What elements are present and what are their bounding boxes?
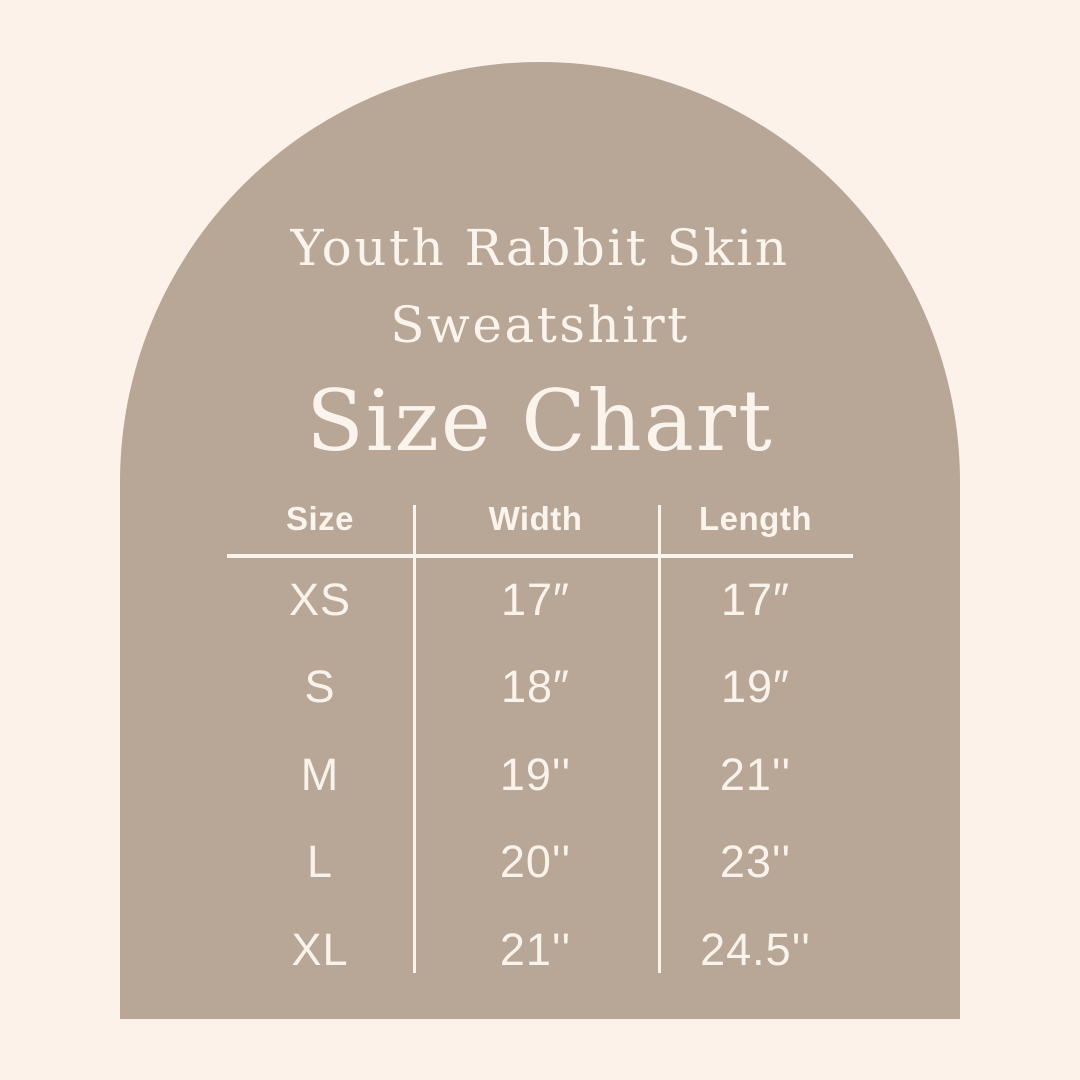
length-cell: 21'' bbox=[719, 749, 792, 800]
product-title: Youth Rabbit Skin Sweatshirt bbox=[0, 210, 1080, 364]
table-row: L 20'' 23'' bbox=[227, 834, 853, 890]
length-cell: 19″ bbox=[721, 661, 790, 712]
length-cell: 24.5'' bbox=[700, 924, 811, 975]
arch-panel bbox=[120, 62, 960, 1019]
size-cell: S bbox=[304, 661, 336, 712]
table-row: S 18″ 19″ bbox=[227, 659, 853, 715]
table-row: M 19'' 21'' bbox=[227, 747, 853, 803]
size-chart-heading: Size Chart bbox=[306, 372, 774, 470]
table-header-length: Length bbox=[699, 500, 812, 537]
width-cell: 19'' bbox=[499, 749, 572, 800]
column-divider-1 bbox=[413, 505, 416, 973]
size-cell: XS bbox=[288, 574, 352, 625]
width-cell: 17″ bbox=[501, 574, 570, 625]
product-title-line2: Sweatshirt bbox=[390, 296, 690, 354]
size-cell: XL bbox=[291, 924, 349, 975]
length-cell: 17″ bbox=[721, 574, 790, 625]
table-row: XL 21'' 24.5'' bbox=[227, 922, 853, 978]
table-row: XS 17″ 17″ bbox=[227, 572, 853, 628]
header-divider-line bbox=[227, 554, 853, 558]
width-cell: 18″ bbox=[501, 661, 570, 712]
width-cell: 20'' bbox=[499, 836, 572, 887]
size-cell: M bbox=[300, 749, 340, 800]
size-cell: L bbox=[306, 836, 334, 887]
length-cell: 23'' bbox=[719, 836, 792, 887]
table-header-size: Size bbox=[285, 500, 355, 537]
width-cell: 21'' bbox=[499, 924, 572, 975]
table-header-row: Size Width Length bbox=[227, 496, 853, 542]
table-header-width: Width bbox=[488, 500, 583, 537]
product-title-line1: Youth Rabbit Skin bbox=[290, 219, 790, 277]
column-divider-2 bbox=[658, 505, 661, 973]
